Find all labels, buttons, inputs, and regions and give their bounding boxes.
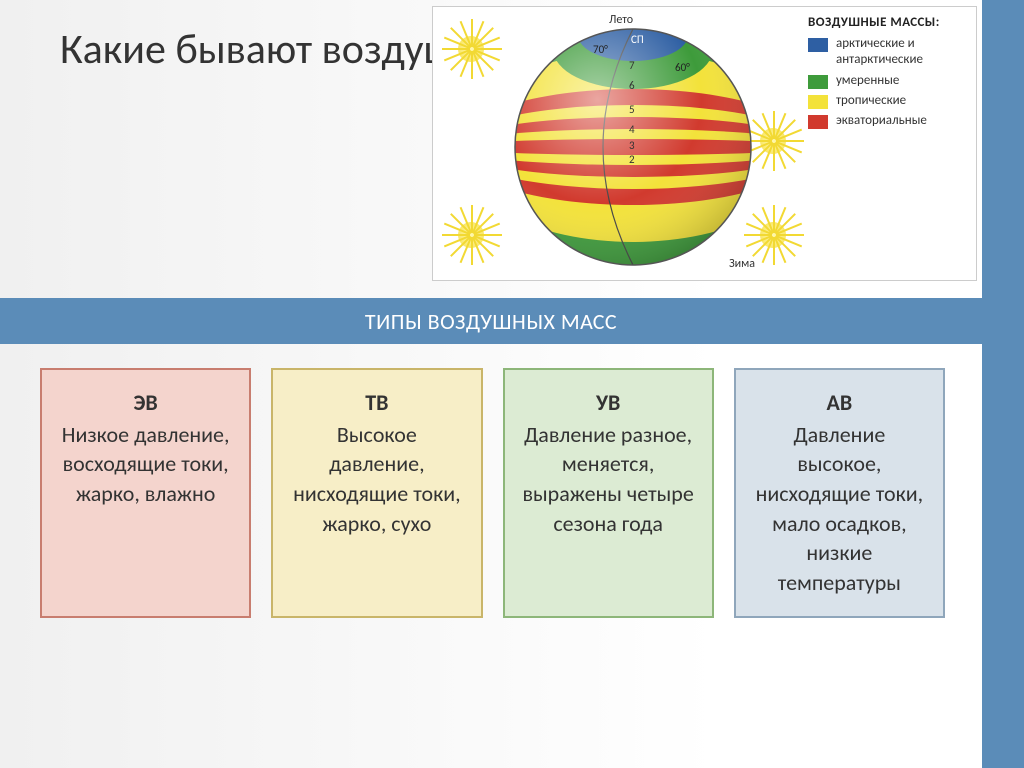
card-ev: ЭВ Низкое давление, восходящие токи, жар… [40, 368, 251, 618]
band-num: 4 [629, 123, 635, 136]
card-uv: УВ Давление разное, меняется, выражены ч… [503, 368, 714, 618]
sun-icon [441, 19, 501, 79]
legend-title: ВОЗДУШНЫЕ МАССЫ: [808, 15, 966, 30]
card-text: Давление высокое, нисходящие токи, мало … [756, 421, 924, 596]
legend-label: тропические [836, 93, 906, 109]
section-bar-title: ТИПЫ ВОЗДУШНЫХ МАСС [365, 308, 617, 335]
card-text: Давление разное, меняется, выражены четы… [522, 421, 693, 537]
legend-item: умеренные [808, 73, 966, 89]
legend-label: экваториальные [836, 113, 927, 129]
card-abbr: ТВ [287, 388, 466, 418]
globe-sphere: Лето Зима СП 70° 60° 7 6 5 4 3 2 [513, 27, 753, 267]
legend-swatch [808, 95, 828, 109]
legend-item: арктические и антарктические [808, 36, 966, 69]
card-text: Низкое давление, восходящие токи, жарко,… [62, 421, 230, 507]
legend-item: экваториальные [808, 113, 966, 129]
card-abbr: ЭВ [56, 388, 235, 418]
band-num: 7 [629, 59, 635, 72]
legend-label: арктические и антарктические [836, 36, 966, 69]
card-tv: ТВ Высокое давление, нисходящие токи, жа… [271, 368, 482, 618]
degree-70: 70° [593, 43, 608, 56]
legend-swatch [808, 38, 828, 52]
legend: ВОЗДУШНЫЕ МАССЫ: арктические и антарктич… [808, 15, 966, 133]
legend-swatch [808, 75, 828, 89]
cards-row: ЭВ Низкое давление, восходящие токи, жар… [40, 368, 945, 618]
card-abbr: УВ [519, 388, 698, 418]
band-num: 5 [629, 103, 635, 116]
band-num: 2 [629, 153, 635, 166]
legend-label: умеренные [836, 73, 899, 89]
section-bar: ТИПЫ ВОЗДУШНЫХ МАСС [0, 298, 982, 344]
degree-60: 60° [675, 61, 690, 74]
side-accent-stripe [982, 0, 1024, 768]
globe-diagram: Лето Зима СП 70° 60° 7 6 5 4 3 2 ВОЗДУШН… [432, 6, 977, 281]
legend-swatch [808, 115, 828, 129]
band-num: 6 [629, 79, 635, 92]
card-av: АВ Давление высокое, нисходящие токи, ма… [734, 368, 945, 618]
card-abbr: АВ [750, 388, 929, 418]
legend-item: тропические [808, 93, 966, 109]
season-label-winter: Зима [729, 257, 755, 271]
season-label-summer: Лето [609, 13, 633, 27]
sun-icon [441, 205, 501, 265]
band-num: 3 [629, 139, 635, 152]
north-pole-label: СП [631, 33, 644, 46]
card-text: Высокое давление, нисходящие токи, жарко… [293, 421, 461, 537]
